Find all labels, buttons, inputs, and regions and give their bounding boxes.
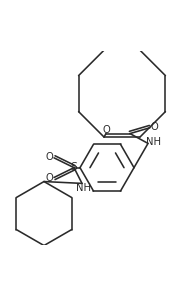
Text: NH: NH xyxy=(76,183,91,193)
Text: O: O xyxy=(45,152,53,162)
Text: O: O xyxy=(102,125,110,135)
Text: S: S xyxy=(71,162,77,172)
Text: O: O xyxy=(45,173,53,184)
Text: O: O xyxy=(150,122,158,131)
Text: NH: NH xyxy=(146,137,161,147)
